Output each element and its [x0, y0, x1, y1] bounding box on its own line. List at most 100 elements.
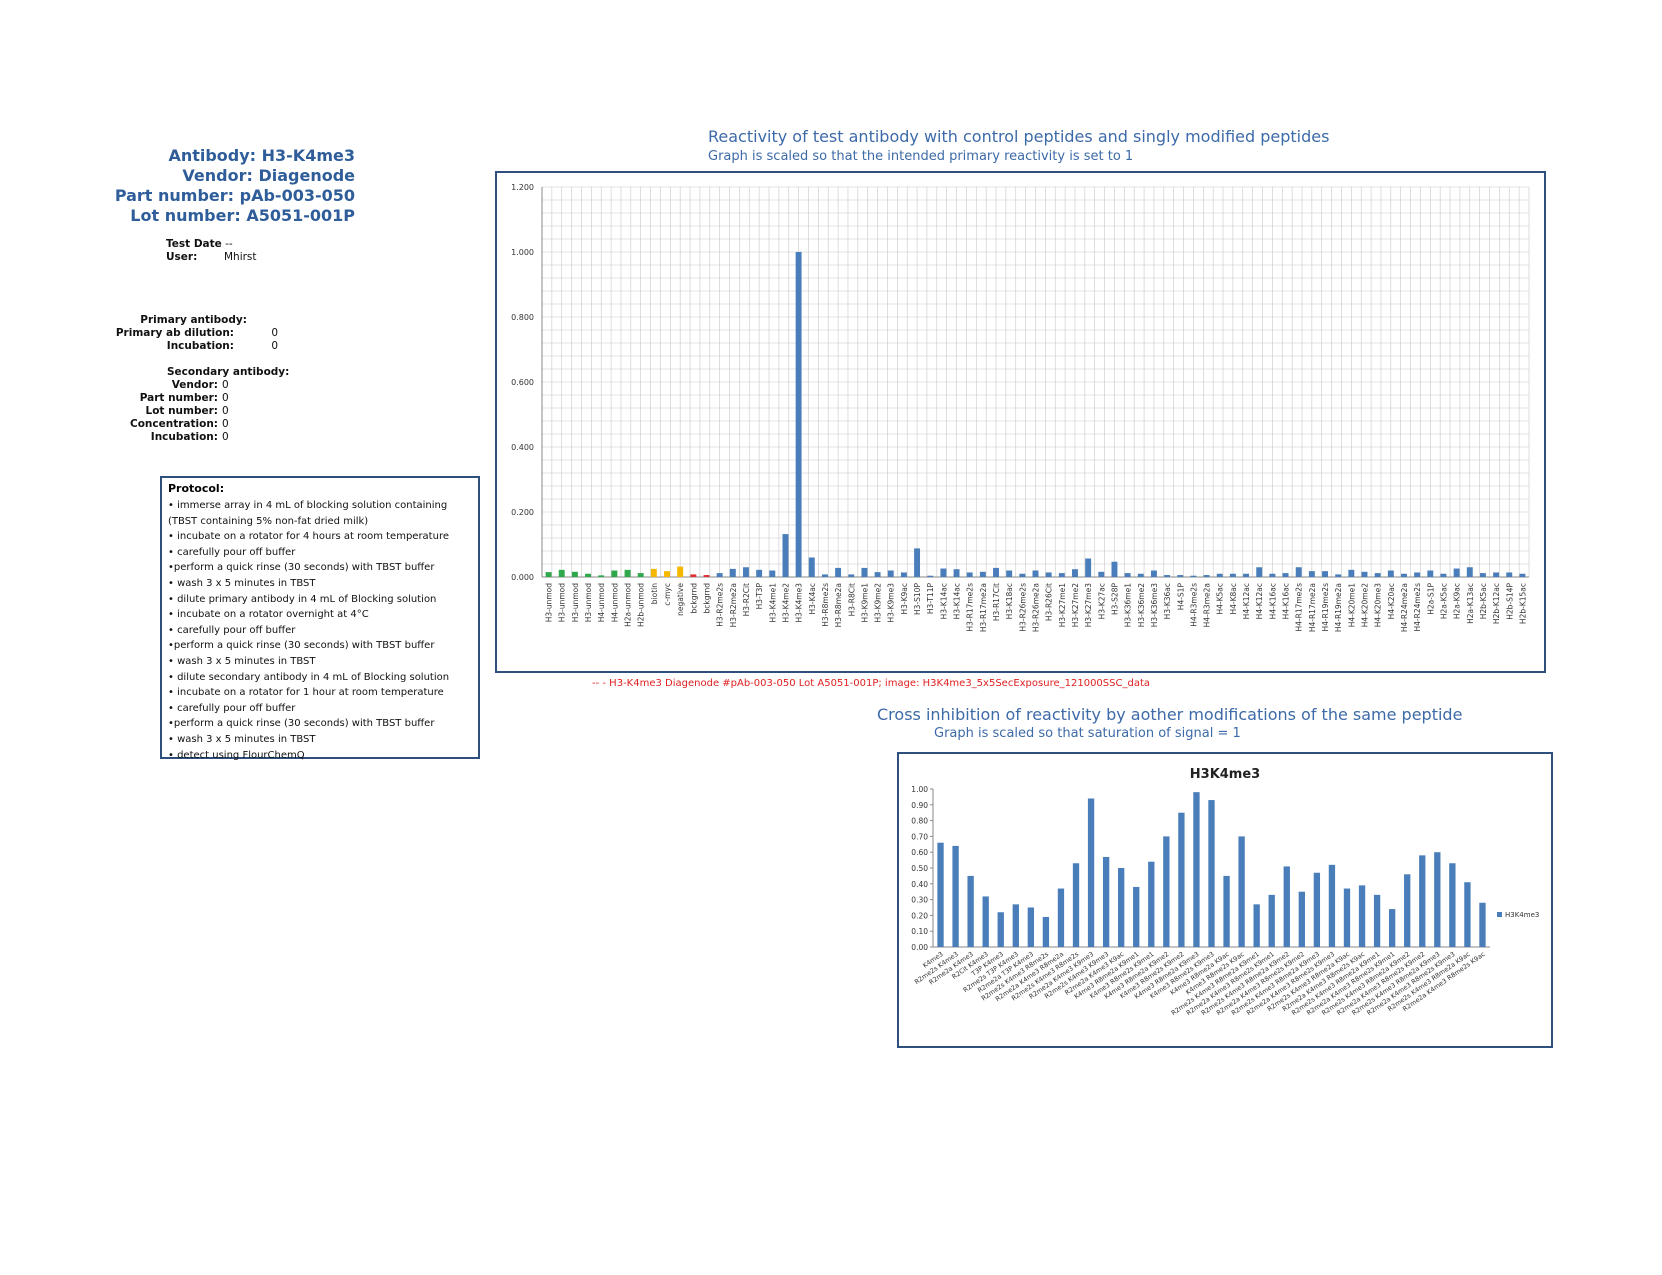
- chart1-x-tick-label: H2b-K15ac: [1518, 583, 1527, 624]
- chart1-x-tick-label: H3-R26me2s: [1018, 583, 1027, 632]
- chart1-x-tick-label: H3-K4ac: [808, 583, 817, 615]
- chart1-x-tick-label: H4-K12ac: [1255, 583, 1264, 619]
- chart2-y-tick-label: 0.40: [911, 880, 928, 889]
- chart1-x-tick-label: H3-R26Cit: [1045, 583, 1054, 621]
- test-info: Test Date -- User: Mhirst: [166, 238, 257, 264]
- chart1-bar: [545, 572, 552, 577]
- chart2-bar: [1268, 894, 1275, 947]
- chart1-bar: [664, 571, 670, 577]
- chart1-frame: 0.000 0.200 0.400 0.600 0.800 1.000 1.200 H3-un…: [495, 171, 1546, 673]
- chart1-x-tick-label: H3-R8me2a: [834, 583, 843, 627]
- chart1-x-tick-label: H3-R26me2a: [1032, 583, 1041, 632]
- chart2-bar: [1193, 792, 1200, 947]
- chart1-x-tick-label: H4-K20ac: [1387, 583, 1396, 619]
- antibody-lot-number: Lot number: A5051-001P: [130, 206, 355, 225]
- chart2-bar: [1404, 874, 1411, 947]
- chart1-x-tick-label: H4-K20me1: [1347, 583, 1356, 627]
- chart1-x-tick-label: H2b-K5ac: [1479, 583, 1488, 619]
- test-date-label: Test Date: [166, 238, 222, 250]
- chart1-x-tick-label: H3-R17me2a: [979, 583, 988, 632]
- chart1-x-tick-label: H4-K20me3: [1374, 583, 1383, 627]
- protocol-step: • wash 3 x 5 minutes in TBST: [168, 733, 316, 745]
- chart1-x-tick-label: H3-R2me2s: [716, 583, 725, 627]
- chart1-bar: [703, 575, 710, 577]
- chart1-bar: [1085, 558, 1092, 577]
- chart1-bar: [914, 548, 921, 577]
- protocol-step: • carefully pour off buffer: [168, 546, 296, 558]
- user-value: Mhirst: [223, 251, 257, 263]
- chart1-x-tick-label: H3-unmod: [571, 583, 580, 623]
- chart2-bar: [1434, 852, 1441, 947]
- chart1-bar: [1256, 567, 1263, 577]
- chart1-y-tick-label: 0.800: [511, 313, 534, 322]
- chart2-y-tick-label: 0.70: [911, 832, 928, 841]
- secondary-vendor-value: 0: [222, 379, 229, 391]
- chart1-bar: [1137, 573, 1144, 577]
- chart2-bar: [967, 875, 974, 947]
- chart2-bar: [1148, 861, 1155, 947]
- chart1-x-tick-label: H3-K9ac: [900, 583, 909, 615]
- chart1-x-tick-label: H3-T11P: [926, 583, 935, 615]
- primary-incubation-value: 0: [271, 340, 278, 352]
- chart1-bar: [1072, 569, 1078, 577]
- chart1-bar: [940, 568, 947, 577]
- chart1-bar: [1401, 573, 1407, 577]
- chart2-bar: [1057, 888, 1065, 947]
- chart1-x-tick-label: negative: [676, 583, 685, 616]
- chart2-y-tick-label: 0.90: [911, 801, 928, 810]
- protocol-step: •perform a quick rinse (30 seconds) with…: [168, 562, 435, 574]
- secondary-heading: Secondary antibody:: [167, 366, 290, 378]
- chart1-subtitle: Graph is scaled so that the intended pri…: [708, 149, 1134, 164]
- chart2-bar: [1328, 864, 1336, 947]
- primary-antibody-info: Primary antibody: Primary ab dilution: 0 …: [108, 314, 278, 353]
- chart1-x-tick-label: H3-K36me2: [1137, 583, 1146, 627]
- protocol-step: • incubate on a rotator for 1 hour at ro…: [168, 687, 444, 699]
- chart1-x-tick-label: H3-K27me1: [1058, 583, 1067, 627]
- protocol-step: (TBST containing 5% non-fat dried milk): [168, 515, 369, 527]
- primary-dilution-label: Primary ab dilution:: [115, 327, 234, 339]
- chart1-x-tick-label: bckgrnd: [689, 583, 698, 614]
- chart1-bar: [1164, 575, 1171, 577]
- chart2-bar: [1464, 882, 1471, 947]
- chart1-bar: [1243, 573, 1250, 577]
- chart1-x-tick-label: H3-R8Cit: [847, 583, 856, 616]
- chart2-bar: [1118, 868, 1125, 947]
- chart1-bar: [1177, 575, 1184, 577]
- chart2-y-tick-label: 0.10: [911, 927, 928, 936]
- chart2-legend-label: H3K4me3: [1505, 911, 1539, 919]
- chart1-x-tick-label: H3-unmod: [558, 583, 567, 623]
- chart1-x-tick-label: H4-unmod: [597, 583, 606, 623]
- chart1-bar: [1479, 573, 1486, 577]
- chart1-x-tick-label: H3-T3P: [755, 583, 764, 610]
- chart1-bar: [1440, 573, 1447, 577]
- chart1-bar: [1493, 572, 1500, 577]
- chart1-bar: [1414, 572, 1421, 577]
- secondary-vendor-label: Vendor:: [171, 379, 218, 391]
- protocol-step: • incubate on a rotator for 4 hours at r…: [168, 531, 449, 543]
- chart2-legend-swatch: [1497, 912, 1502, 917]
- chart1-bar: [729, 568, 736, 577]
- chart2-y-tick-label: 0.30: [911, 896, 928, 905]
- secondary-part-label: Part number:: [139, 392, 218, 404]
- chart1-x-tick-label: H2b-unmod: [637, 583, 646, 627]
- chart1-x-tick-label: H4-R24me2s: [1413, 583, 1422, 632]
- chart1-bar: [1427, 570, 1434, 577]
- chart1-x-tick-label: H3-K9me3: [887, 583, 896, 623]
- test-date-value: --: [225, 238, 233, 250]
- chart1-x-tick-label: H4-R17me2s: [1295, 583, 1304, 632]
- chart2-bar: [1373, 894, 1381, 947]
- chart1-x-tick-label: H3-K14ac: [953, 583, 962, 619]
- chart2-bar: [1358, 885, 1366, 947]
- chart1-y-tick-label: 1.200: [511, 183, 534, 192]
- chart1-bar: [690, 574, 697, 577]
- chart1-x-tick-label: bckgrnd: [703, 583, 712, 614]
- chart1-x-tick-label: H4-R19me2s: [1321, 583, 1330, 632]
- chart1-bar: [624, 569, 631, 577]
- chart1-x-tick-label: H3-R8me2s: [821, 583, 830, 627]
- chart1-bar: [1229, 573, 1236, 577]
- chart1-y-tick-label: 0.200: [511, 508, 534, 517]
- chart1-bar: [900, 572, 907, 577]
- chart1-bar: [821, 574, 828, 577]
- chart1-bar: [1190, 575, 1197, 577]
- protocol-step: • immerse array in 4 mL of blocking solu…: [168, 500, 448, 511]
